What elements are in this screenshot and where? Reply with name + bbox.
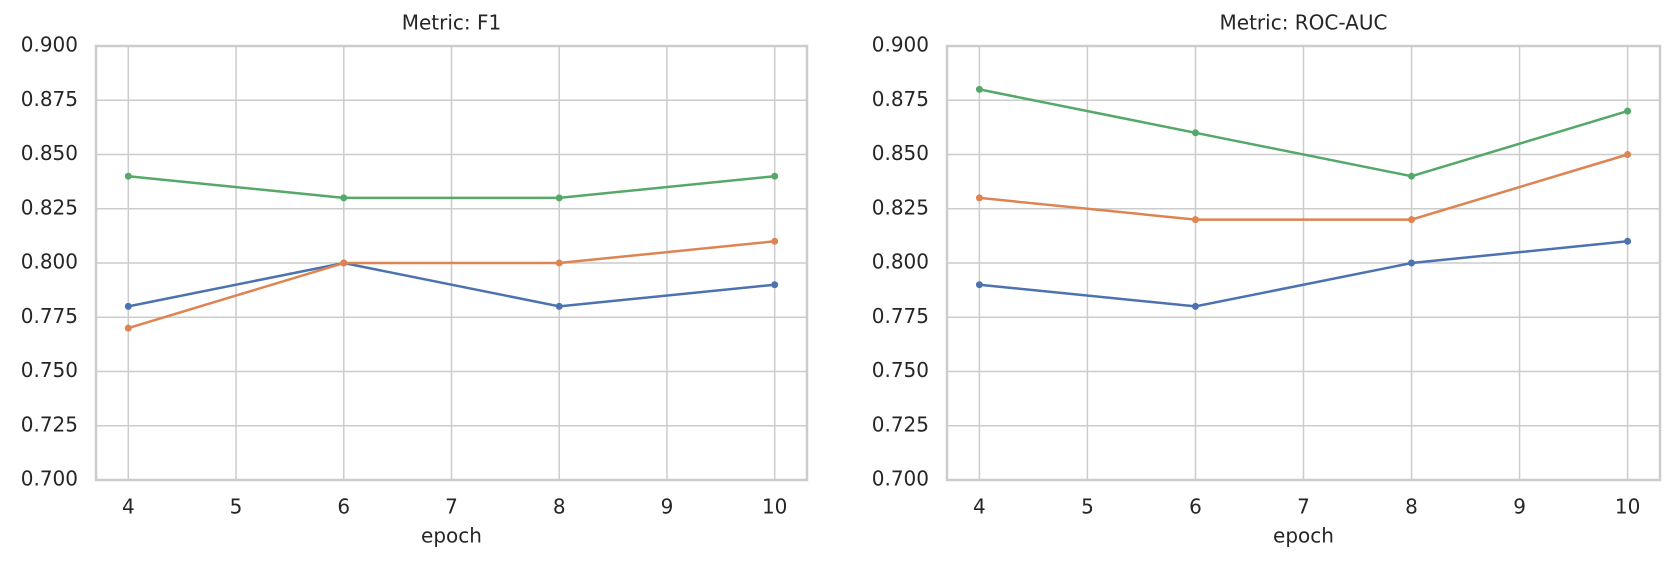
x-axis-label: epoch [421, 524, 482, 548]
x-tick-label: 5 [230, 495, 243, 519]
x-tick-label: 7 [445, 495, 458, 519]
y-tick-label: 0.825 [872, 195, 929, 219]
line [979, 153, 1628, 221]
line [979, 88, 1628, 178]
y-tick-label: 0.900 [872, 33, 929, 57]
point [1408, 216, 1416, 224]
y-tick-label: 0.750 [872, 358, 929, 382]
point [555, 302, 563, 310]
point [975, 194, 983, 202]
y-tick-label: 0.775 [21, 304, 78, 328]
x-tick-label: 4 [122, 495, 135, 519]
y-tick-label: 0.875 [21, 87, 78, 111]
x-tick-label: 4 [973, 495, 986, 519]
y-tick-label: 0.725 [872, 412, 929, 436]
point [1408, 259, 1416, 267]
y-tick-label: 0.775 [872, 304, 929, 328]
x-tick-label: 10 [1615, 495, 1640, 519]
x-tick-label: 10 [762, 495, 787, 519]
line [127, 240, 775, 330]
point [555, 194, 563, 202]
x-tick-label: 8 [1405, 495, 1418, 519]
x-tick-label: 6 [337, 495, 350, 519]
plot-frame [945, 44, 1662, 482]
chart-title: Metric: ROC-AUC [1220, 11, 1388, 35]
point [771, 281, 779, 289]
line [979, 240, 1628, 308]
point [124, 302, 132, 310]
y-tick-label: 0.700 [872, 467, 929, 491]
y-tick-label: 0.875 [872, 87, 929, 111]
point [340, 194, 348, 202]
y-tick-label: 0.850 [872, 141, 929, 165]
point [1191, 129, 1199, 137]
y-tick-label: 0.700 [21, 467, 78, 491]
point [771, 172, 779, 180]
point [975, 85, 983, 93]
y-tick-label: 0.900 [21, 33, 78, 57]
y-tick-label: 0.800 [872, 250, 929, 274]
x-tick-label: 8 [553, 495, 566, 519]
point [124, 172, 132, 180]
y-tick-label: 0.750 [21, 358, 78, 382]
y-tick-label: 0.850 [21, 141, 78, 165]
point [1624, 237, 1632, 245]
x-tick-label: 9 [661, 495, 674, 519]
point [1191, 302, 1199, 310]
point [1624, 107, 1632, 115]
x-tick-label: 9 [1513, 495, 1526, 519]
chart-title: Metric: F1 [402, 11, 502, 35]
point [124, 324, 132, 332]
plot-frame [94, 44, 809, 482]
y-tick-label: 0.725 [21, 412, 78, 436]
line [128, 174, 775, 200]
line [128, 261, 775, 308]
x-axis-label: epoch [1273, 524, 1334, 548]
point [1624, 151, 1632, 158]
point [1408, 172, 1416, 180]
point [771, 237, 779, 245]
point [975, 281, 983, 289]
point [555, 259, 563, 267]
y-tick-label: 0.825 [21, 195, 78, 219]
x-tick-label: 7 [1297, 495, 1310, 519]
x-tick-label: 6 [1189, 495, 1202, 519]
y-tick-label: 0.800 [21, 250, 78, 274]
point [340, 259, 348, 267]
x-tick-label: 5 [1081, 495, 1094, 519]
point [1191, 216, 1199, 224]
